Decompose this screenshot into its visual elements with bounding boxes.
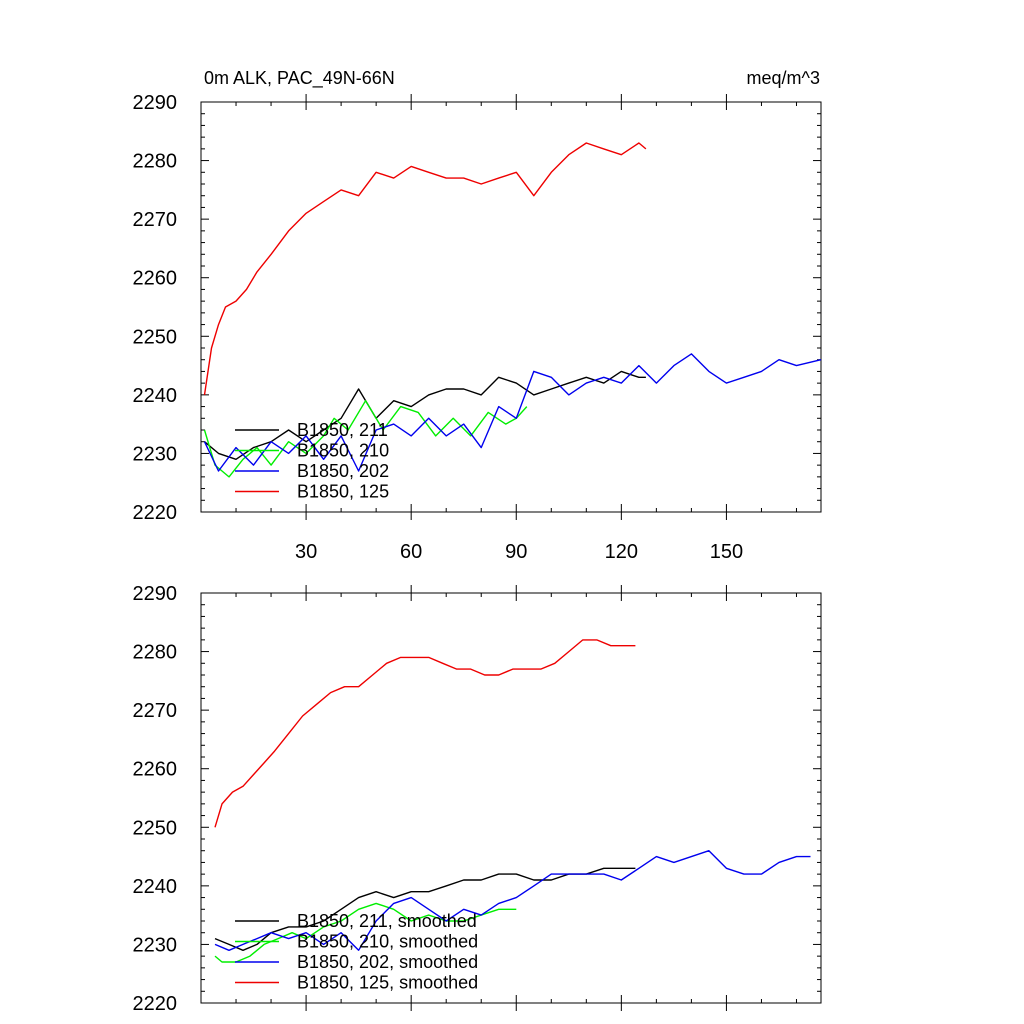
y-tick-label: 2220 [133,502,178,524]
series-line [214,867,636,951]
top-panel: 2220 2230 2240 2250 2260 2270 2280 2290 30 60 90 12… [133,92,822,563]
y-tick-label: 2250 [133,326,178,348]
y-tick-label: 2260 [133,268,178,290]
y-tick-label: 2240 [133,876,178,898]
legend-label: B1850, 210, smoothed [297,932,478,952]
y-tick-label: 2230 [133,934,178,956]
y-tick-label: 2250 [133,817,178,839]
legend-label: B1850, 211 [297,420,388,440]
y-tick-label: 2270 [133,209,178,231]
x-tick-label: 90 [505,541,527,563]
y-tick-label: 2220 [133,993,178,1015]
legend-label: B1850, 211, smoothed [297,911,477,931]
y-tick-label: 2260 [133,759,178,781]
legend-label: B1850, 210 [297,441,389,461]
y-tick-label: 2230 [133,443,178,465]
legend-label: B1850, 125, smoothed [297,973,478,993]
y-tick-label: 2290 [133,92,178,114]
series-line [214,639,636,828]
series-line [203,400,528,478]
x-tick-label: 30 [295,541,317,563]
y-tick-label: 2280 [133,642,178,664]
chart-title: 0m ALK, PAC_49N-66N [204,68,395,89]
x-tick-label: 150 [710,541,743,563]
y-tick-label: 2240 [133,385,178,407]
series-line [203,353,822,472]
x-tick-label: 60 [400,541,422,563]
x-tick-label: 120 [605,541,638,563]
series-line [203,142,647,396]
legend-label: B1850, 125 [297,482,389,502]
series-line [214,850,811,951]
y-tick-label: 2290 [133,583,178,605]
legend-label: B1850, 202, smoothed [297,952,478,972]
series-line [214,902,517,963]
legend-label: B1850, 202 [297,461,389,481]
plot-frame [200,592,822,1004]
y-tick-label: 2280 [133,151,178,173]
plot-frame [200,101,822,513]
bottom-panel: 2220 2230 2240 2250 2260 2270 2280 2290 B1850, 2… [133,583,822,1015]
series-line [204,370,646,460]
units-label: meq/m^3 [747,68,820,88]
y-tick-label: 2270 [133,700,178,722]
